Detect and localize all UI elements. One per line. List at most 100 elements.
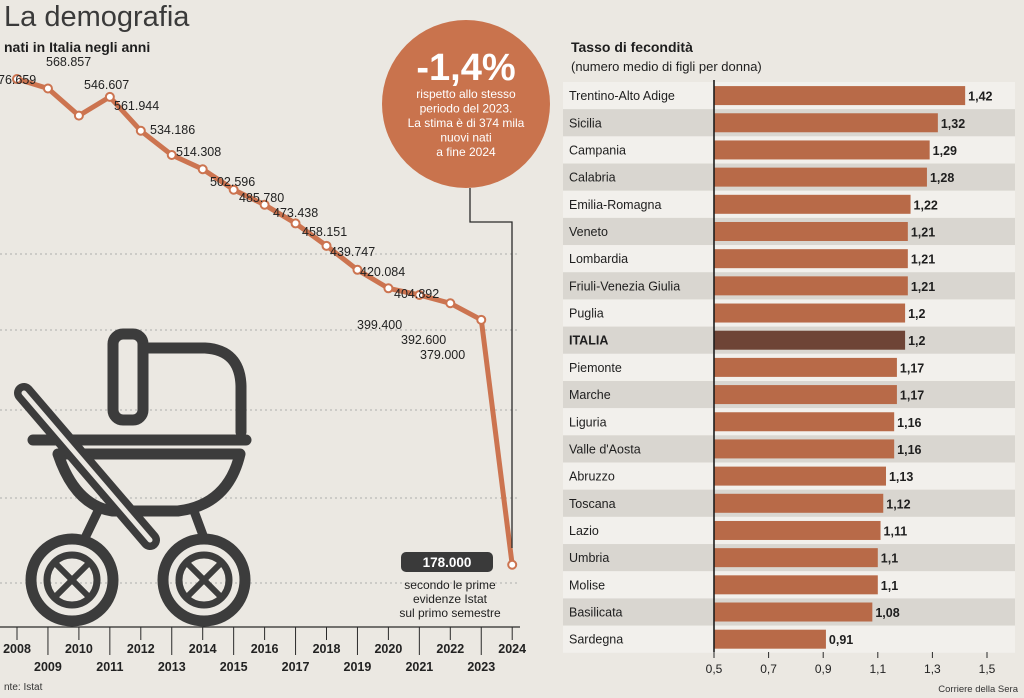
bar xyxy=(714,276,908,296)
page-title: La demografia xyxy=(4,1,190,33)
year-label: 2008 xyxy=(3,642,31,656)
bar-value-label: 1,16 xyxy=(897,443,921,457)
bar-value-label: 1,32 xyxy=(941,117,965,131)
bar-category-label: Campania xyxy=(569,143,626,157)
births-point xyxy=(12,74,22,84)
births-value-label: 546.607 xyxy=(84,78,129,92)
year-label: 2022 xyxy=(436,642,464,656)
callout-line: periodo del 2023. xyxy=(420,102,513,116)
births-value-label: 439.747 xyxy=(330,245,375,259)
bar-chart-title: Tasso di fecondità xyxy=(571,39,693,55)
bar xyxy=(714,194,911,214)
bar-category-label: Marche xyxy=(569,388,611,402)
bar xyxy=(714,357,897,377)
bar-value-label: 1,21 xyxy=(911,253,935,267)
births-point xyxy=(135,125,146,136)
bar-value-label: 1,2 xyxy=(908,334,925,348)
bar-category-label: Calabria xyxy=(569,171,616,185)
births-value-label: 379.000 xyxy=(420,348,465,362)
final-note-line: sul primo semestre xyxy=(399,606,501,620)
bar xyxy=(714,249,908,269)
year-label: 2015 xyxy=(220,660,248,674)
year-label: 2013 xyxy=(158,660,186,674)
callout-line: nuovi nati xyxy=(440,131,491,145)
bar-category-label: Trentino-Alto Adige xyxy=(569,89,675,103)
line-chart-value-labels: 76.659 568.857 546.607 561.944 534.186 514.30… xyxy=(0,55,465,362)
year-label: 2016 xyxy=(251,642,279,656)
line-chart-points xyxy=(12,74,518,570)
births-value-label: 502.596 xyxy=(210,175,255,189)
bar-value-label: 1,29 xyxy=(933,144,957,158)
bar-chart-x-axis: 0,5 0,7 0,9 1,1 1,3 1,5 xyxy=(706,652,996,676)
births-value-label: 514.308 xyxy=(176,145,221,159)
births-point xyxy=(197,164,208,175)
bar-value-label: 1,21 xyxy=(911,280,935,294)
bar-category-label: ITALIA xyxy=(569,334,608,348)
year-label: 2011 xyxy=(96,660,123,674)
bar xyxy=(714,140,930,160)
bar-category-label: Molise xyxy=(569,578,605,592)
bar-x-tick-label: 0,9 xyxy=(815,662,832,676)
births-point xyxy=(228,184,239,195)
bar-value-label: 0,91 xyxy=(829,633,853,647)
bar-x-tick-label: 1,5 xyxy=(979,662,996,676)
bar-category-label: Piemonte xyxy=(569,361,622,375)
bar xyxy=(714,548,878,568)
bar-category-label: Abruzzo xyxy=(569,470,615,484)
births-value-label: 561.944 xyxy=(114,99,159,113)
year-label: 2017 xyxy=(282,660,310,674)
bar-value-label: 1,2 xyxy=(908,307,925,321)
bar xyxy=(714,412,895,432)
births-point xyxy=(166,149,177,160)
bar-category-label: Veneto xyxy=(569,225,608,239)
bar xyxy=(714,303,906,323)
bar xyxy=(714,167,927,187)
bar xyxy=(714,221,908,241)
bar-category-label: Lombardia xyxy=(569,252,628,266)
births-point xyxy=(445,298,456,309)
year-label: 2023 xyxy=(467,660,495,674)
bar xyxy=(714,629,826,649)
births-point xyxy=(383,283,394,294)
bar-value-label: 1,17 xyxy=(900,389,924,403)
bar-value-label: 1,42 xyxy=(968,90,992,104)
births-value-label: 568.857 xyxy=(46,55,91,69)
births-point xyxy=(352,264,363,275)
final-note-line: secondo le prime xyxy=(404,578,496,592)
bar-category-label: Lazio xyxy=(569,524,599,538)
bar-x-tick-label: 0,7 xyxy=(760,662,777,676)
bar-x-tick-label: 1,1 xyxy=(869,662,886,676)
final-value: 178.000 xyxy=(423,555,472,570)
births-point xyxy=(290,218,301,229)
births-value-label: 420.084 xyxy=(360,265,405,279)
bar-category-label: Liguria xyxy=(569,415,607,429)
births-point xyxy=(42,83,53,94)
final-value-badge xyxy=(401,552,493,572)
births-point xyxy=(321,240,332,251)
births-point xyxy=(73,110,84,121)
year-label: 2024 xyxy=(498,642,526,656)
callout-circle xyxy=(382,20,550,188)
births-point xyxy=(104,91,115,102)
births-point xyxy=(414,289,425,300)
bar-value-label: 1,28 xyxy=(930,171,954,185)
year-label: 2012 xyxy=(127,642,155,656)
bar xyxy=(714,385,897,405)
year-label: 2021 xyxy=(405,660,433,674)
bar-category-label: Emilia-Romagna xyxy=(569,198,661,212)
line-chart-title: nati in Italia negli anni xyxy=(4,39,150,55)
year-label: 2014 xyxy=(189,642,217,656)
bar xyxy=(714,575,878,595)
births-value-label: 458.151 xyxy=(302,225,347,239)
bar-value-label: 1,13 xyxy=(889,470,913,484)
callout-connector xyxy=(469,188,513,548)
bar xyxy=(714,466,886,486)
bar-category-label: Umbria xyxy=(569,551,609,565)
bar xyxy=(714,493,884,513)
bar-x-tick-label: 1,3 xyxy=(924,662,941,676)
births-value-label: 404.892 xyxy=(394,287,439,301)
year-label: 2009 xyxy=(34,660,62,674)
bar xyxy=(714,602,873,622)
